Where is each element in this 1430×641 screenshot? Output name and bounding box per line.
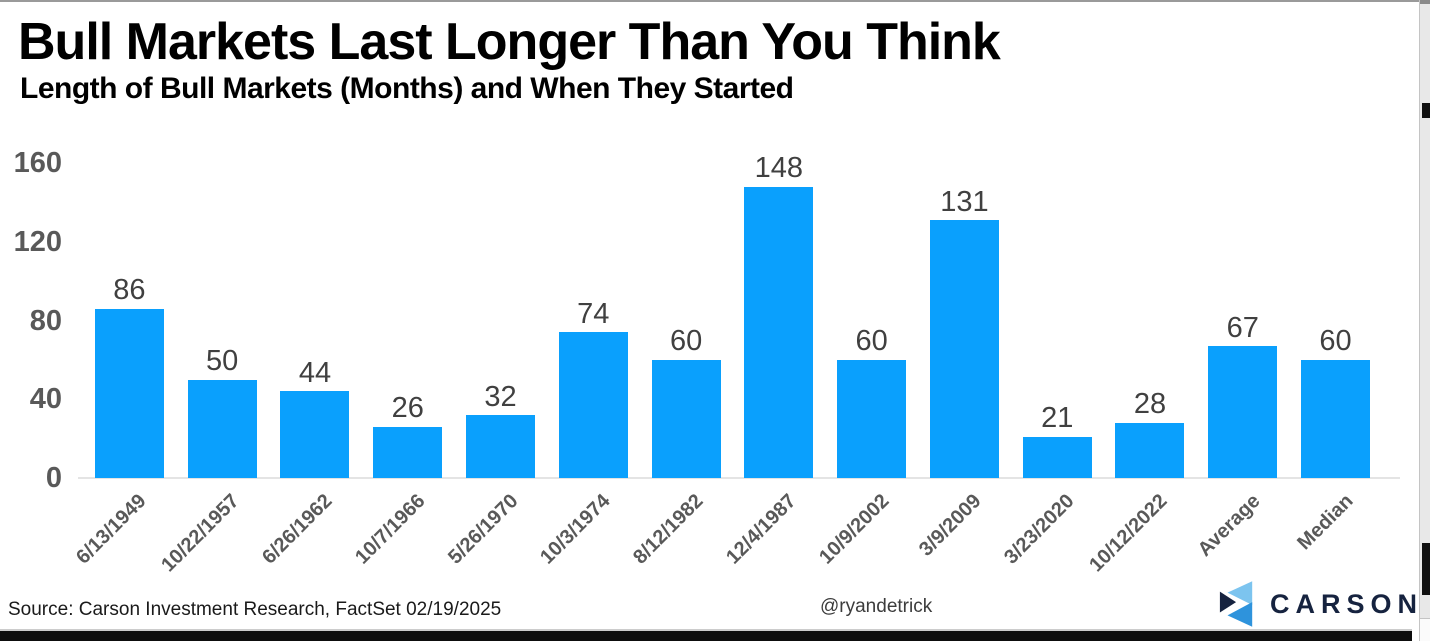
bar-slot: 67 Average: [1193, 145, 1289, 561]
bar-value-label: 60: [1319, 325, 1352, 358]
bar-slot: 44 6/26/1962: [258, 145, 362, 568]
bar-slot: 60 Median: [1289, 145, 1382, 554]
chart-subtitle: Length of Bull Markets (Months) and When…: [20, 72, 794, 105]
window-top-edge: [0, 0, 1430, 2]
bar-value-label: 21: [1041, 402, 1074, 435]
y-tick-label: 120: [13, 225, 62, 258]
bar-slot: 21 3/23/2020: [1000, 145, 1104, 568]
bar-slot: 32 5/26/1970: [444, 145, 547, 568]
bar: [373, 426, 443, 478]
bottom-black-bar: [0, 631, 1412, 641]
bar-value-label: 131: [940, 185, 989, 218]
bar-value-label: 148: [754, 152, 804, 185]
scrollbar-mark-lower[interactable]: [1422, 543, 1430, 595]
footer-divider: [0, 629, 1412, 631]
bar: [1022, 436, 1092, 478]
y-tick-label: 160: [13, 147, 62, 179]
scrollbar-mark-upper[interactable]: [1422, 103, 1430, 118]
bar-slot: 60 10/9/2002: [815, 145, 918, 568]
bar: [466, 415, 536, 478]
bar: [280, 391, 350, 478]
bar: [558, 332, 628, 478]
y-tick-label: 40: [29, 383, 62, 416]
bar-value-label: 86: [113, 274, 146, 307]
right-scrollbar[interactable]: [1419, 0, 1430, 641]
bar: [837, 359, 907, 478]
carson-logo-text: CARSON: [1270, 588, 1424, 619]
scrollbar-top-edge: [1420, 0, 1430, 4]
y-tick-label: 0: [45, 462, 62, 494]
bar-slot: 148 12/4/1987: [722, 145, 825, 568]
bar-value-label: 44: [298, 356, 332, 389]
bar-slot: 74 10/3/1974: [536, 145, 640, 568]
bar-slot: 131 3/9/2009: [915, 145, 1011, 561]
bar-value-label: 67: [1226, 311, 1259, 344]
bar: [929, 220, 999, 478]
bar-value-label: 28: [1133, 388, 1167, 421]
bar: [744, 186, 814, 478]
bar-slot: 26 10/7/1966: [351, 145, 454, 568]
carson-logo: CARSON: [1218, 580, 1423, 628]
bar-slot: 86 6/13/1949: [72, 145, 176, 568]
bar: [187, 379, 257, 478]
bar-value-label: 26: [391, 392, 424, 425]
bar-value-label: 74: [577, 297, 610, 330]
chart-title: Bull Markets Last Longer Than You Think: [18, 13, 1001, 71]
y-tick-label: 80: [29, 304, 62, 337]
source-note: Source: Carson Investment Research, Fact…: [8, 599, 502, 620]
bar: [1301, 359, 1371, 478]
bar-value-label: 60: [669, 325, 703, 358]
bar-slot: 60 8/12/1982: [629, 145, 733, 568]
scrollbar-bottom-gap: [1420, 618, 1430, 641]
bar-slot: 50 10/22/1957: [157, 145, 269, 576]
bar: [94, 308, 164, 478]
bar-value-label: 32: [484, 380, 517, 413]
twitter-handle: @ryandetrick: [820, 596, 933, 617]
x-axis-baseline: [78, 477, 1400, 479]
carson-logo-icon: [1219, 581, 1253, 627]
bar: [651, 359, 721, 478]
bar: [1115, 422, 1185, 478]
bar-value-label: 60: [855, 325, 888, 358]
bars-row: 86 6/13/1949 50 10/22/1957 44 6/26/1962 26 10/7…: [72, 145, 1382, 576]
bar-value-label: 50: [206, 345, 239, 378]
bar-slot: 28 10/12/2022: [1085, 145, 1197, 576]
bar: [1208, 346, 1278, 478]
